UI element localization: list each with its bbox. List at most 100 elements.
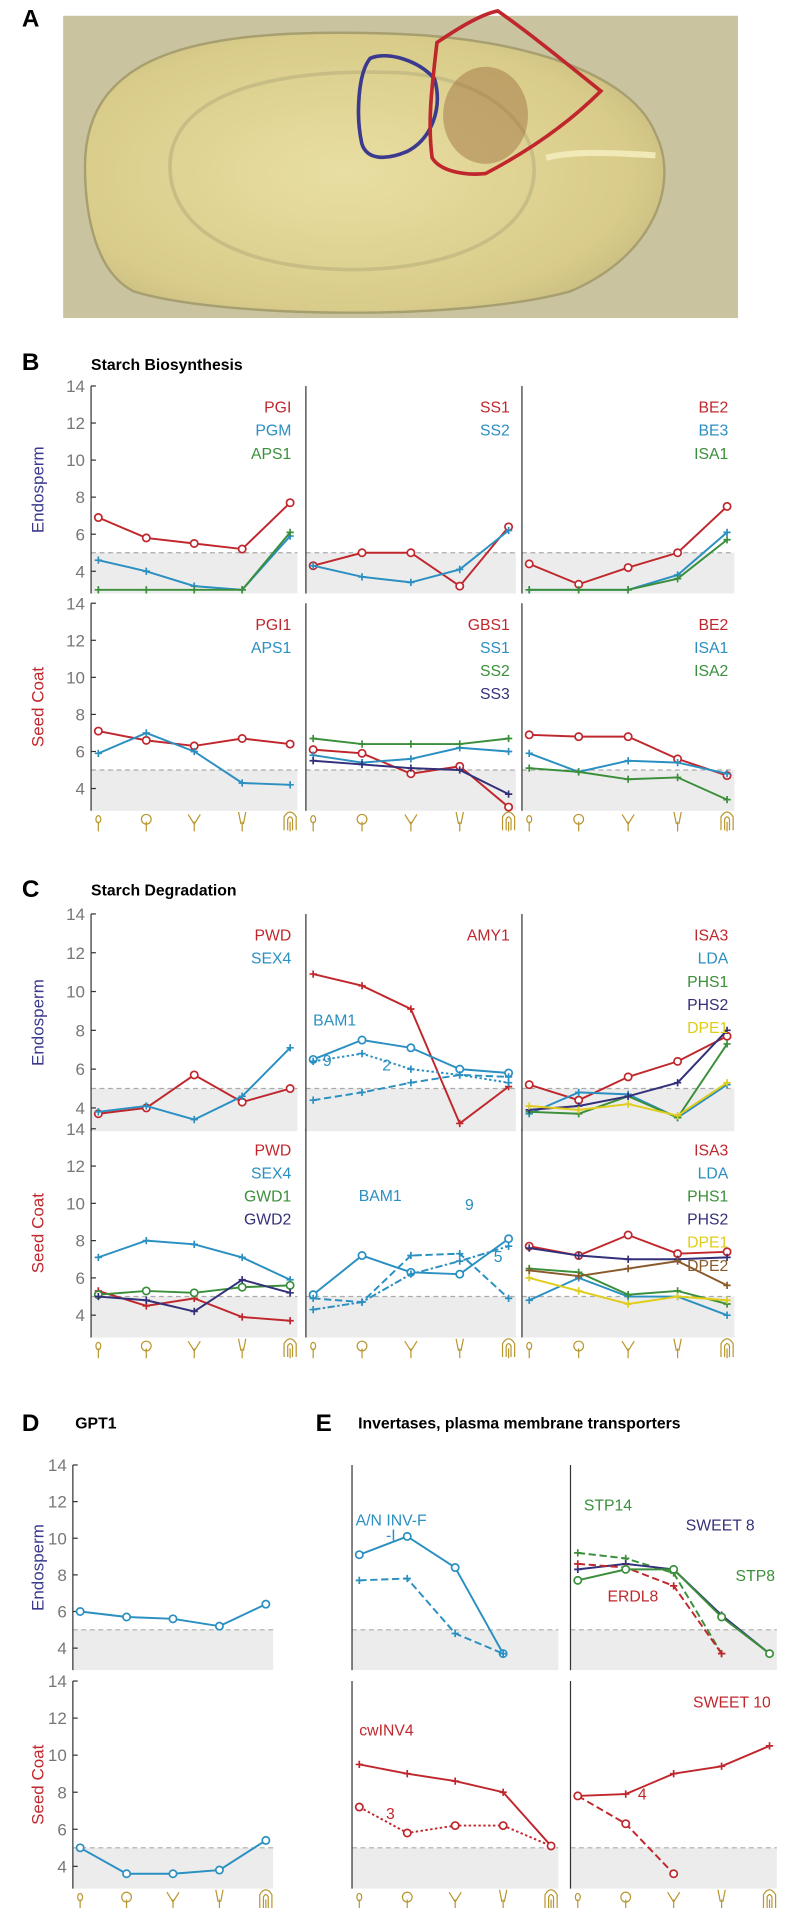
- legend-label: PHS2: [687, 1212, 728, 1229]
- point: [723, 536, 731, 544]
- series-label: 4: [638, 1786, 647, 1803]
- y-tick-label: 14: [66, 1120, 85, 1139]
- point: [309, 1057, 317, 1066]
- series-label: STP14: [584, 1497, 632, 1514]
- point: [407, 764, 415, 772]
- legend-label: SS2: [480, 423, 510, 440]
- icon-ovule: [310, 815, 317, 824]
- point: [309, 970, 317, 978]
- point: [450, 1821, 460, 1831]
- point: [623, 563, 633, 573]
- point: [285, 498, 295, 508]
- stage-icon: [501, 1338, 516, 1359]
- y-tick-label: 4: [76, 1306, 85, 1325]
- legend-label: SS1: [480, 400, 510, 417]
- point: [286, 528, 294, 537]
- point: [575, 1106, 583, 1114]
- icon-mature: [720, 1338, 734, 1357]
- legend-label: PWD: [255, 928, 292, 945]
- point: [524, 1080, 534, 1090]
- point: [190, 586, 198, 594]
- point: [94, 556, 102, 564]
- row-label: Seed Coat: [29, 1193, 48, 1274]
- icon-heart: [667, 1891, 681, 1904]
- ovule: [83, 31, 666, 314]
- point: [624, 1100, 632, 1108]
- stage-icon: [720, 811, 734, 832]
- y-tick-label: 12: [66, 414, 85, 433]
- point: [575, 1272, 583, 1280]
- point: [407, 578, 415, 587]
- point: [309, 757, 317, 765]
- point: [285, 1280, 295, 1290]
- icon-heart: [187, 814, 201, 826]
- point: [504, 1234, 514, 1244]
- point: [723, 770, 731, 778]
- stage-icon: [237, 1338, 247, 1359]
- legend-label: PGI1: [255, 617, 291, 634]
- section-title: Invertases, plasma membrane transporters: [358, 1416, 681, 1433]
- point: [673, 575, 682, 583]
- point: [673, 1257, 682, 1265]
- point: [723, 1281, 731, 1289]
- icon-heart: [404, 814, 418, 826]
- point: [286, 1044, 294, 1052]
- y-tick-label: 10: [48, 1529, 67, 1548]
- point: [456, 1119, 464, 1128]
- legend-label: SEX4: [251, 1166, 292, 1183]
- point: [624, 1092, 632, 1100]
- point: [357, 1035, 367, 1045]
- point: [122, 1869, 132, 1879]
- point: [261, 1599, 271, 1609]
- icon-ovule: [356, 1892, 363, 1902]
- legend-label: PHS1: [687, 974, 728, 991]
- point: [456, 565, 464, 574]
- point: [622, 1790, 630, 1798]
- below-threshold: [305, 1296, 516, 1338]
- point: [406, 1043, 416, 1053]
- point: [358, 1049, 366, 1058]
- point: [670, 1770, 678, 1778]
- y-tick-label: 4: [57, 1857, 66, 1876]
- below-threshold: [352, 1847, 559, 1889]
- point: [723, 796, 731, 804]
- legend-label: PHS2: [687, 997, 728, 1014]
- point: [504, 734, 513, 743]
- y-tick-label: 12: [66, 631, 85, 650]
- point: [237, 1282, 247, 1292]
- y-tick-label: 6: [57, 1603, 66, 1622]
- stage-icon: [95, 815, 102, 832]
- point: [499, 1649, 507, 1658]
- point: [122, 1612, 132, 1622]
- point: [525, 1244, 533, 1252]
- point: [237, 734, 247, 743]
- point: [309, 1096, 317, 1104]
- series-label: 3: [386, 1806, 395, 1823]
- icon-torpedo: [455, 811, 464, 825]
- y-tick-label: 14: [48, 1456, 67, 1475]
- point: [214, 1865, 224, 1875]
- stage-icon: [673, 1338, 682, 1359]
- point: [717, 1612, 727, 1622]
- legend-label: APS1: [251, 640, 291, 657]
- point: [190, 1115, 198, 1124]
- legend-label: SS2: [480, 663, 510, 680]
- point: [456, 766, 464, 774]
- point: [238, 1253, 246, 1262]
- series-label: SWEET 8: [686, 1518, 755, 1535]
- y-tick-label: 10: [66, 1194, 85, 1213]
- series-line: [313, 1052, 509, 1084]
- point: [189, 1288, 199, 1298]
- point: [407, 1270, 415, 1278]
- point: [765, 1742, 774, 1750]
- point: [624, 775, 632, 783]
- point: [402, 1531, 412, 1541]
- point: [717, 1649, 726, 1658]
- point: [670, 1582, 678, 1590]
- series-label: 5: [494, 1249, 503, 1266]
- stage-icon: [573, 813, 585, 832]
- legend-label: DPE2: [687, 1258, 728, 1275]
- icon-seed: [573, 813, 585, 825]
- point: [723, 1026, 731, 1034]
